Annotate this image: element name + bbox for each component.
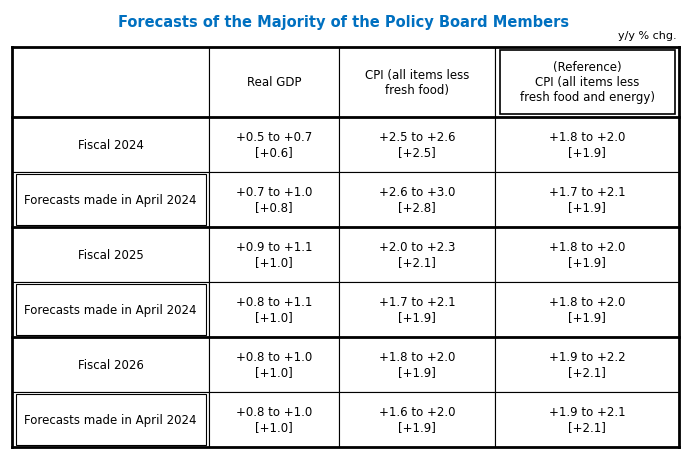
Text: +0.8 to +1.0
[+1.0]: +0.8 to +1.0 [+1.0] <box>236 350 312 379</box>
Text: Fiscal 2026: Fiscal 2026 <box>78 358 144 371</box>
Bar <box>495 392 679 447</box>
Text: Forecasts made in April 2024: Forecasts made in April 2024 <box>25 413 197 426</box>
Text: Real GDP: Real GDP <box>247 76 301 89</box>
Text: Forecasts made in April 2024: Forecasts made in April 2024 <box>25 303 197 316</box>
Text: +0.7 to +1.0
[+0.8]: +0.7 to +1.0 [+0.8] <box>236 186 312 214</box>
Bar <box>12 172 209 228</box>
Bar <box>495 282 679 337</box>
Text: +1.9 to +2.2
[+2.1]: +1.9 to +2.2 [+2.1] <box>549 350 625 379</box>
Bar <box>209 228 339 282</box>
Bar <box>209 282 339 337</box>
Text: +0.5 to +0.7
[+0.6]: +0.5 to +0.7 [+0.6] <box>236 131 312 159</box>
Bar <box>339 392 495 447</box>
Text: Fiscal 2025: Fiscal 2025 <box>78 248 144 261</box>
Text: +1.6 to +2.0
[+1.9]: +1.6 to +2.0 [+1.9] <box>379 405 455 433</box>
Bar <box>339 117 495 172</box>
Bar <box>209 337 339 392</box>
Bar <box>495 117 679 172</box>
Bar <box>209 392 339 447</box>
Bar <box>12 117 209 172</box>
Bar <box>339 228 495 282</box>
Text: +1.8 to +2.0
[+1.9]: +1.8 to +2.0 [+1.9] <box>549 131 625 159</box>
Bar <box>209 48 339 117</box>
Bar <box>209 117 339 172</box>
Text: +2.6 to +3.0
[+2.8]: +2.6 to +3.0 [+2.8] <box>379 186 455 214</box>
Bar <box>12 228 209 282</box>
Text: +0.8 to +1.0
[+1.0]: +0.8 to +1.0 [+1.0] <box>236 405 312 433</box>
Text: Fiscal 2024: Fiscal 2024 <box>78 139 144 152</box>
Text: CPI (all items less
fresh food): CPI (all items less fresh food) <box>365 69 469 96</box>
Text: +1.8 to +2.0
[+1.9]: +1.8 to +2.0 [+1.9] <box>549 296 625 324</box>
Text: y/y % chg.: y/y % chg. <box>618 31 677 41</box>
Text: +1.7 to +2.1
[+1.9]: +1.7 to +2.1 [+1.9] <box>379 296 455 324</box>
Text: +0.9 to +1.1
[+1.0]: +0.9 to +1.1 [+1.0] <box>236 241 312 269</box>
Text: +1.9 to +2.1
[+2.1]: +1.9 to +2.1 [+2.1] <box>549 405 625 433</box>
Bar <box>495 228 679 282</box>
Bar <box>495 337 679 392</box>
Text: +2.0 to +2.3
[+2.1]: +2.0 to +2.3 [+2.1] <box>379 241 455 269</box>
Bar <box>339 282 495 337</box>
Bar <box>16 284 205 335</box>
Bar <box>339 48 495 117</box>
Text: +1.8 to +2.0
[+1.9]: +1.8 to +2.0 [+1.9] <box>379 350 455 379</box>
Text: +1.7 to +2.1
[+1.9]: +1.7 to +2.1 [+1.9] <box>549 186 625 214</box>
Bar <box>16 175 205 225</box>
Bar <box>16 394 205 445</box>
Bar <box>12 337 209 392</box>
Text: +1.8 to +2.0
[+1.9]: +1.8 to +2.0 [+1.9] <box>549 241 625 269</box>
Bar <box>339 337 495 392</box>
Bar <box>12 392 209 447</box>
Text: +2.5 to +2.6
[+2.5]: +2.5 to +2.6 [+2.5] <box>379 131 455 159</box>
Bar <box>495 172 679 228</box>
Bar <box>495 48 679 117</box>
Text: Forecasts of the Majority of the Policy Board Members: Forecasts of the Majority of the Policy … <box>118 15 569 30</box>
Text: Forecasts made in April 2024: Forecasts made in April 2024 <box>25 193 197 207</box>
Text: (Reference)
CPI (all items less
fresh food and energy): (Reference) CPI (all items less fresh fo… <box>519 61 655 104</box>
Bar <box>12 282 209 337</box>
Bar <box>209 172 339 228</box>
Bar <box>339 172 495 228</box>
Bar <box>499 51 675 115</box>
Bar <box>12 48 209 117</box>
Text: +0.8 to +1.1
[+1.0]: +0.8 to +1.1 [+1.0] <box>236 296 312 324</box>
